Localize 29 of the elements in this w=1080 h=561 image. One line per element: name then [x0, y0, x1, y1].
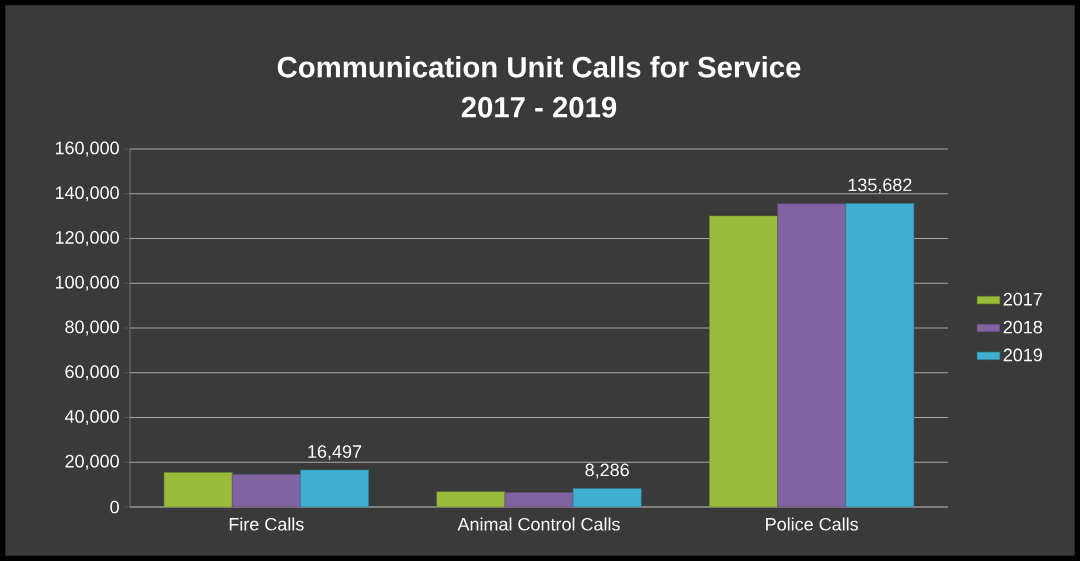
y-tick-label: 0 — [110, 500, 119, 514]
bar — [845, 203, 915, 508]
y-tick-label: 80,000 — [65, 320, 119, 336]
y-tick-label: 100,000 — [55, 275, 119, 291]
data-label: 8,286 — [585, 463, 629, 479]
bar — [504, 492, 574, 508]
bar — [709, 215, 778, 508]
chart-subtitle: 2017 - 2019 — [461, 96, 617, 118]
bar — [572, 488, 642, 508]
y-tick-label: 20,000 — [65, 454, 119, 470]
bar — [777, 203, 847, 508]
y-tick-label: 40,000 — [64, 410, 119, 425]
y-tick-label: 120,000 — [55, 231, 119, 246]
legend-label: 2017 — [1003, 292, 1042, 306]
legend-label: 2019 — [1003, 348, 1042, 362]
y-tick-label: 60,000 — [65, 365, 119, 381]
y-tick-label: 140,000 — [55, 186, 119, 202]
bar — [436, 491, 506, 508]
chart-title: Communication Unit Calls for Service — [277, 56, 801, 78]
x-tick-label: Police Calls — [766, 517, 858, 531]
bar — [163, 472, 233, 508]
legend-label: 2018 — [1003, 320, 1043, 334]
data-label: 135,682 — [848, 178, 912, 194]
data-label: 16,497 — [308, 445, 362, 461]
bar — [300, 469, 369, 508]
x-tick-label: Fire Calls — [229, 517, 304, 531]
bar — [231, 474, 301, 508]
y-tick-label: 160,000 — [55, 141, 119, 157]
x-tick-label: Animal Control Calls — [457, 517, 620, 531]
